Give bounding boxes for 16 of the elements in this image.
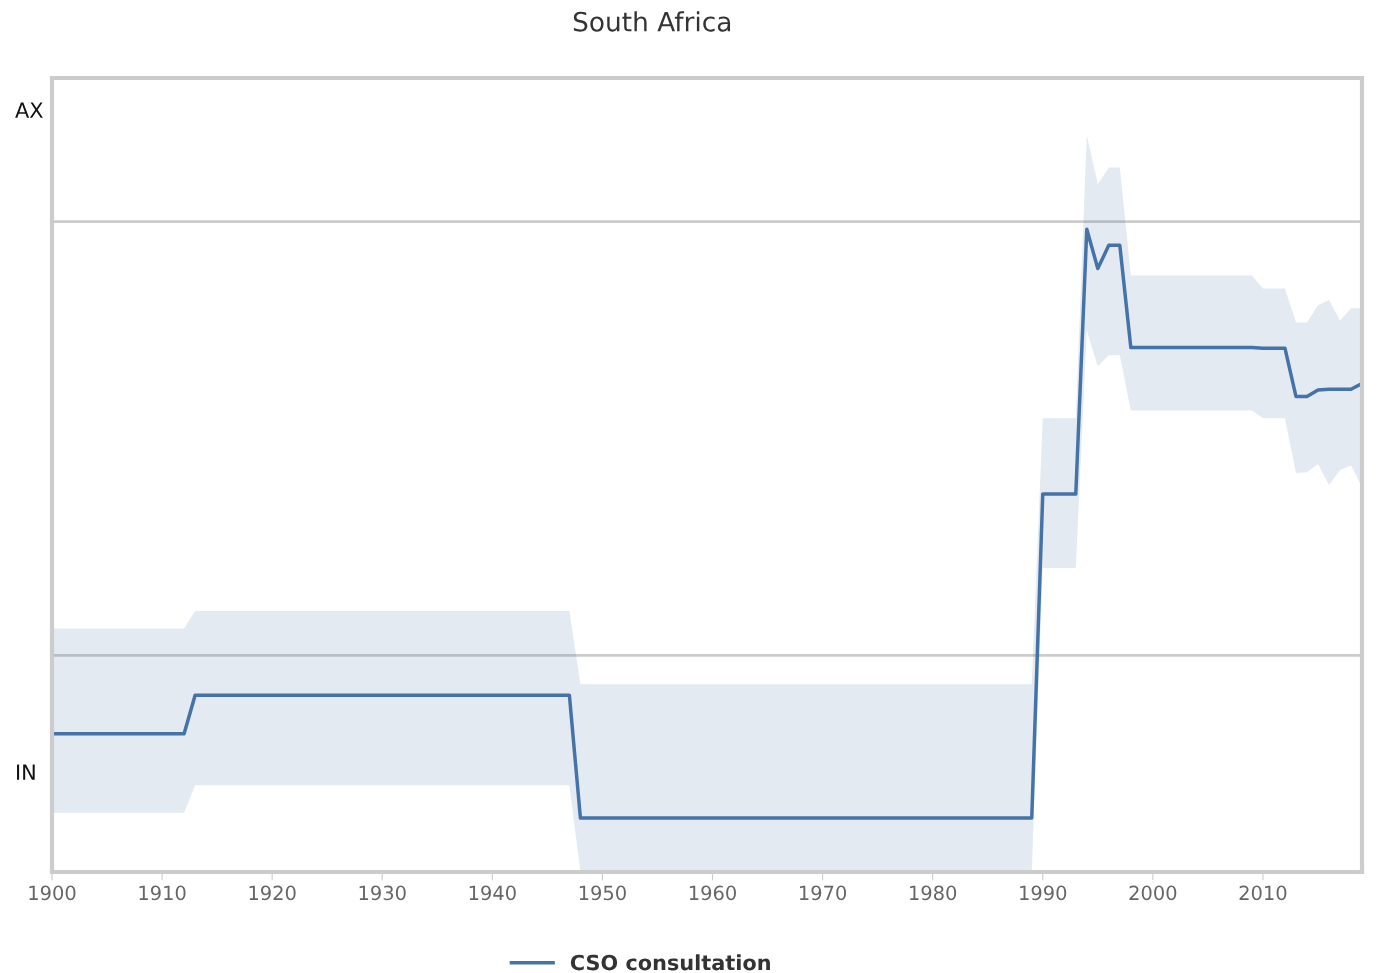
chart-title: South Africa: [573, 11, 731, 32]
x-tick-label: 2000: [1129, 885, 1177, 901]
x-tick-label: 2010: [1239, 885, 1287, 901]
x-tick-label: 1920: [249, 885, 296, 901]
x-tick-label: 1900: [29, 885, 76, 901]
x-tick-label: 1930: [359, 885, 406, 901]
x-tick-label: 1980: [910, 885, 957, 901]
x-tick-label: 1970: [799, 885, 847, 901]
x-tick-label: 1910: [139, 885, 186, 901]
text: AX: [15, 102, 43, 118]
x-tick-label: 1960: [689, 885, 736, 901]
x-tick-label: 1940: [469, 885, 516, 901]
x-tick-label: 1990: [1020, 885, 1067, 901]
text: IN: [17, 764, 35, 780]
x-tick-label: 1950: [579, 885, 626, 901]
legend-label: CSO consultation: [570, 954, 770, 971]
